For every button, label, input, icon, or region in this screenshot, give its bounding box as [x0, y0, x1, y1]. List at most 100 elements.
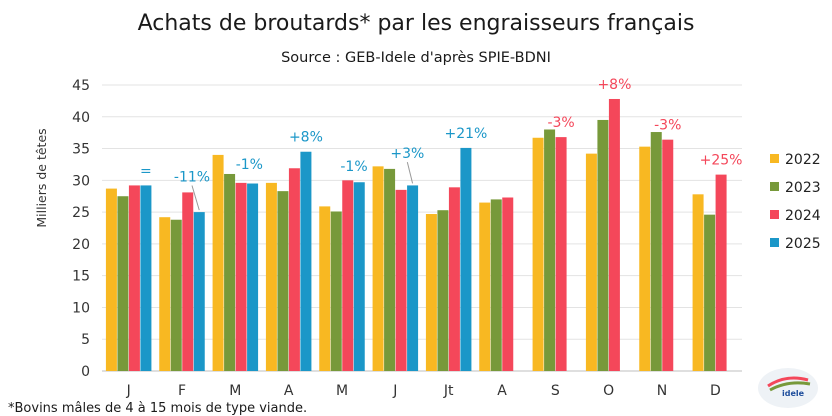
x-tick-label: F — [178, 383, 186, 399]
bar-2023-A — [277, 191, 289, 371]
x-tick-label: M — [229, 383, 241, 399]
y-tick-label: 5 — [81, 332, 90, 348]
x-tick-label: A — [497, 383, 507, 399]
bar-2022-Jt — [425, 214, 437, 371]
bar-2024-Jt — [448, 187, 460, 371]
bar-2022-A — [265, 182, 277, 371]
bar-2022-M — [212, 154, 224, 371]
bar-2022-M — [319, 206, 331, 371]
legend-label-2023: 2023 — [785, 180, 821, 196]
annotation-leader — [406, 161, 414, 184]
legend-swatch-2023 — [770, 182, 779, 191]
x-tick-label: A — [284, 383, 294, 399]
y-tick-label: 35 — [72, 142, 90, 158]
bar-2022-S — [532, 137, 544, 371]
bar-2024-A — [502, 197, 514, 371]
y-tick-label: 0 — [81, 364, 90, 380]
annotation-label: +8% — [597, 77, 631, 93]
annotation-label: -3% — [547, 115, 574, 131]
gridlines — [102, 84, 742, 372]
bar-2022-O — [585, 153, 597, 371]
bar-2024-A — [288, 168, 300, 371]
logo-swoosh-green — [769, 381, 811, 392]
legend: 2022 2023 2024 2025 — [770, 152, 821, 252]
x-tick-label: O — [603, 383, 614, 399]
annotation-label: +3% — [390, 146, 424, 162]
legend-label-2022: 2022 — [785, 152, 821, 168]
chart-title: Achats de broutards* par les engraisseur… — [138, 11, 695, 36]
annotation-label: -3% — [654, 118, 681, 134]
bar-2025-A — [300, 151, 312, 371]
chart-subtitle: Source : GEB-Idele d'après SPIE-BDNI — [281, 50, 551, 66]
bars — [105, 98, 727, 371]
annotation-label: -1% — [236, 157, 263, 173]
x-tick-label: M — [336, 383, 348, 399]
bar-2024-F — [182, 192, 194, 371]
bar-2022-N — [639, 146, 651, 371]
y-tick-label: 45 — [72, 78, 90, 94]
legend-swatch-2024 — [770, 210, 779, 219]
bar-2024-O — [608, 98, 620, 371]
bar-2025-J — [407, 185, 419, 371]
y-tick-labels: 0 5 10 15 20 25 30 35 40 45 — [72, 78, 90, 380]
x-tick-label: S — [551, 383, 560, 399]
bar-2022-J — [372, 166, 384, 371]
legend-label-2025: 2025 — [785, 236, 821, 252]
logo-wordmark: idele — [782, 389, 805, 398]
legend-swatch-2022 — [770, 154, 779, 163]
y-tick-label: 15 — [72, 269, 90, 285]
idele-logo: idele — [758, 368, 818, 408]
x-tick-label: Jt — [443, 383, 454, 399]
y-tick-label: 25 — [72, 205, 90, 221]
bar-2023-F — [170, 219, 182, 371]
annotations: = -11% -1% +8% -1% +3% +21% -3% +8% -3% +25% — [140, 77, 743, 211]
x-tick-label: D — [710, 383, 721, 399]
bar-2023-S — [544, 129, 556, 371]
footnote: *Bovins mâles de 4 à 15 mois de type via… — [8, 401, 307, 416]
x-tick-label: J — [392, 383, 397, 399]
bar-2023-M — [330, 211, 342, 371]
annotation-label: +8% — [289, 130, 323, 146]
legend-swatch-2025 — [770, 238, 779, 247]
y-tick-label: 40 — [72, 110, 90, 126]
bar-2024-M — [342, 180, 354, 371]
bar-2024-D — [715, 174, 727, 371]
bar-2024-S — [555, 137, 567, 371]
annotation-leader — [191, 185, 200, 211]
x-tick-labels: J F M A M J Jt A S O N D — [126, 383, 721, 399]
y-tick-label: 20 — [72, 237, 90, 253]
y-axis-label: Milliers de têtes — [34, 128, 49, 227]
bar-2023-D — [704, 214, 716, 371]
bar-2025-Jt — [460, 147, 472, 371]
bar-2024-J — [395, 189, 407, 371]
annotation-label: -1% — [340, 159, 367, 175]
y-tick-label: 10 — [72, 300, 90, 316]
y-tick-label: 30 — [72, 173, 90, 189]
logo-background — [758, 368, 818, 408]
bar-2023-J — [384, 168, 396, 371]
legend-label-2024: 2024 — [785, 208, 821, 224]
annotation-label: +25% — [700, 153, 743, 169]
bar-2024-M — [235, 182, 247, 371]
bar-2023-M — [224, 173, 236, 371]
x-tick-label: N — [657, 383, 667, 399]
x-tick-label: J — [126, 383, 131, 399]
bar-2022-F — [159, 217, 171, 371]
annotation-label: = — [140, 163, 152, 179]
bar-2024-N — [662, 139, 674, 371]
bar-2023-O — [597, 119, 609, 371]
bar-2022-D — [692, 194, 704, 371]
annotation-label: -11% — [174, 170, 210, 186]
bar-2023-A — [490, 199, 502, 371]
bar-2025-M — [353, 182, 365, 371]
annotation-label: +21% — [444, 126, 487, 142]
bar-2022-A — [479, 202, 491, 371]
bar-2023-J — [117, 196, 129, 371]
bar-2025-M — [247, 183, 259, 371]
bar-2023-N — [650, 132, 662, 371]
bar-2022-J — [105, 188, 117, 371]
logo-swoosh-red — [767, 376, 809, 388]
bar-2025-J — [140, 185, 152, 371]
bar-2023-Jt — [437, 210, 449, 371]
